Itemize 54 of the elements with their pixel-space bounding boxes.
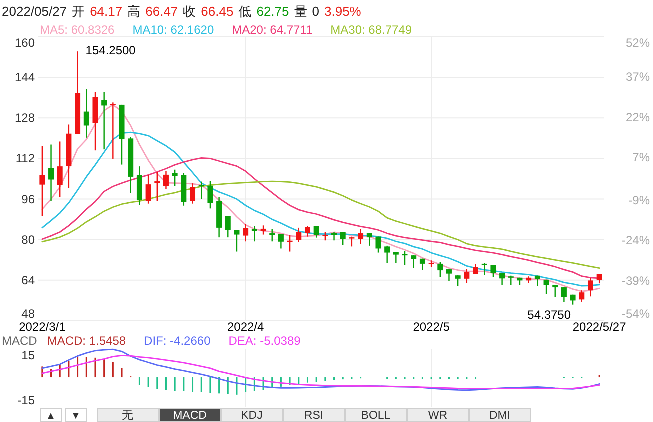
annotation: 154.2500 bbox=[86, 44, 136, 58]
text: BOLL bbox=[361, 410, 392, 422]
y2-tick-label: -24% bbox=[622, 234, 650, 248]
line-series bbox=[42, 355, 600, 390]
text: ▲ bbox=[46, 411, 56, 422]
text: 66.45 bbox=[201, 4, 234, 19]
y2-tick-label: -9% bbox=[628, 193, 650, 208]
text: 无 bbox=[122, 409, 134, 422]
text: MA20: 64.7711 bbox=[232, 23, 313, 37]
text: MACD bbox=[173, 410, 207, 422]
y-tick-label: 96 bbox=[22, 192, 36, 206]
text: WR bbox=[428, 410, 448, 422]
text: 2022/05/27 bbox=[2, 4, 68, 19]
series-label: MACD: 1.5458 bbox=[47, 334, 126, 348]
text: 高 bbox=[128, 4, 141, 19]
y-tick-label: 80 bbox=[22, 232, 36, 247]
text: 开 bbox=[72, 4, 86, 19]
annotation: 54.3750 bbox=[528, 308, 572, 322]
y2-tick-label: 37% bbox=[626, 70, 650, 84]
x-tick-label: 2022/4 bbox=[227, 320, 265, 334]
chart-title: MACD bbox=[2, 334, 38, 348]
text: 低 bbox=[238, 4, 252, 19]
y2-tick-label: -39% bbox=[622, 274, 650, 288]
y-tick-label: 160 bbox=[14, 36, 36, 50]
text: 66.47 bbox=[146, 4, 178, 19]
y-tick-label: 64 bbox=[22, 273, 36, 288]
text: RSI bbox=[304, 410, 324, 422]
text: 64.17 bbox=[90, 4, 123, 19]
text: 0 bbox=[312, 4, 320, 19]
x-tick-label: 2022/5 bbox=[413, 320, 450, 334]
y-tick-label: 48 bbox=[22, 307, 36, 321]
y-tick-label: 15 bbox=[22, 348, 36, 362]
y-tick-label: 128 bbox=[14, 111, 36, 126]
text: 3.95% bbox=[324, 4, 362, 19]
y-tick-label: 144 bbox=[14, 70, 36, 85]
text: 收 bbox=[183, 4, 196, 19]
text: MA5: 60.8326 bbox=[40, 23, 116, 37]
x-tick-label: 2022/3/1 bbox=[19, 320, 66, 334]
text: MA30: 68.7749 bbox=[330, 23, 412, 37]
y2-tick-label: -54% bbox=[622, 307, 650, 321]
y-tick-label: -15 bbox=[18, 393, 36, 408]
text: KDJ bbox=[241, 410, 263, 422]
y2-tick-label: 52% bbox=[626, 36, 650, 50]
y2-tick-label: 7% bbox=[632, 150, 650, 165]
series-label: DIF: -4.2660 bbox=[144, 334, 212, 348]
text: DEA: -5.0389 bbox=[228, 334, 302, 348]
x-tick-label: 2022/5/27 bbox=[572, 320, 627, 334]
text: 62.75 bbox=[256, 4, 290, 19]
y-tick-label: 112 bbox=[16, 152, 36, 166]
text: ▼ bbox=[71, 411, 81, 422]
text: DMI bbox=[489, 410, 511, 422]
text: MA10: 62.1620 bbox=[132, 23, 214, 37]
y2-tick-label: 22% bbox=[626, 110, 650, 124]
text: 量 bbox=[294, 4, 308, 19]
